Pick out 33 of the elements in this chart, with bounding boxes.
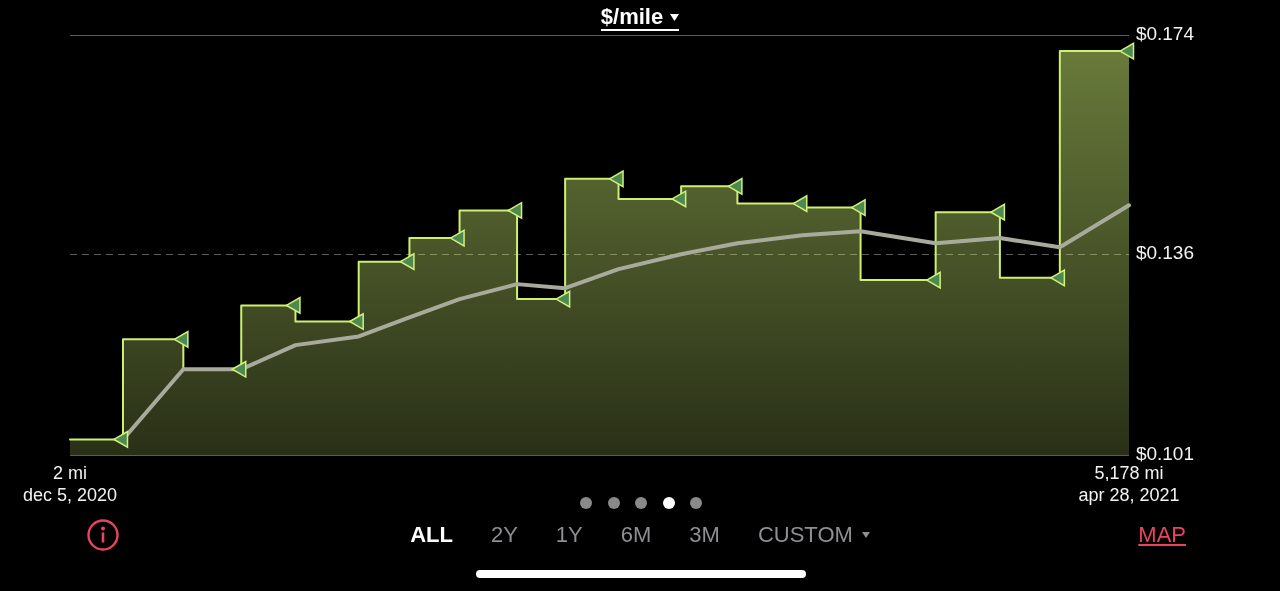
point	[1050, 269, 1066, 287]
point	[727, 177, 743, 195]
x-tick-label: 5,178 mi	[1094, 462, 1164, 483]
chart-title: $/mile	[600, 4, 664, 29]
text: 1Y	[555, 521, 583, 549]
y-tick-label: $0.101	[1135, 443, 1194, 465]
point	[231, 360, 247, 378]
text: MAP	[1138, 521, 1186, 549]
point	[1119, 42, 1135, 60]
y-tick-label: $0.136	[1135, 241, 1194, 263]
point	[173, 330, 189, 348]
point	[792, 195, 808, 213]
point	[507, 201, 523, 220]
point	[113, 430, 129, 449]
text: ALL	[410, 521, 453, 549]
text: 2Y	[490, 521, 518, 549]
point	[850, 199, 866, 217]
x-tick-label: 2 mi	[52, 462, 88, 483]
point	[555, 290, 571, 308]
text: 3M	[689, 521, 720, 549]
x2-tick-label: dec 5, 2020	[22, 484, 118, 505]
point	[671, 190, 687, 208]
text: CUSTOM	[757, 521, 853, 549]
point	[348, 312, 364, 331]
point	[285, 296, 301, 314]
point	[399, 253, 415, 271]
point	[925, 271, 941, 289]
point	[449, 229, 465, 247]
x2-tick-label: apr 28, 2021	[1078, 484, 1180, 505]
point	[990, 203, 1006, 221]
point	[608, 170, 624, 188]
text: 6M	[620, 521, 652, 549]
y-tick-label: $0.174	[1135, 23, 1195, 45]
